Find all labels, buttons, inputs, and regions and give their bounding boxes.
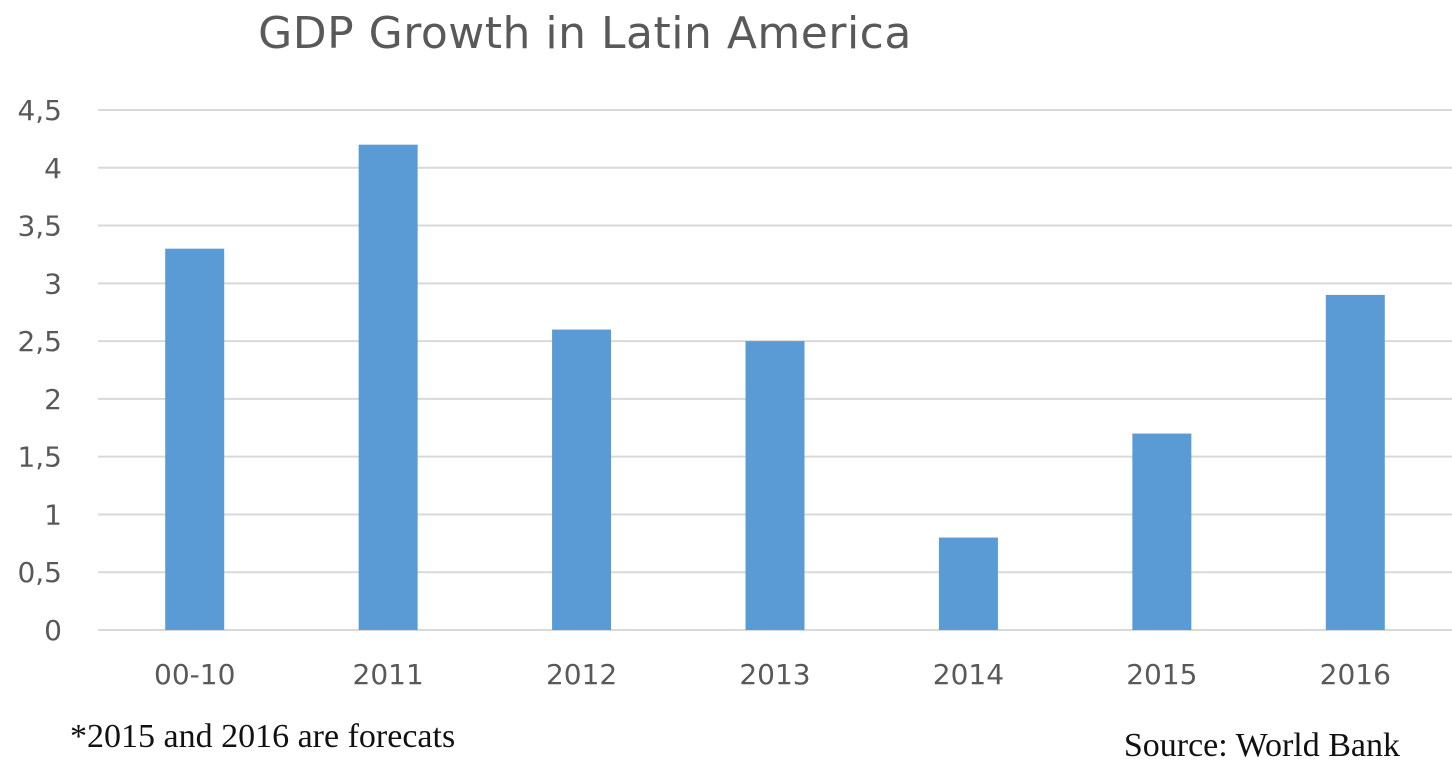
y-tick-label: 3,5 — [17, 210, 62, 243]
bar-2011 — [358, 144, 418, 630]
bars — [165, 144, 1385, 630]
y-tick-label: 3 — [44, 267, 62, 300]
x-tick-label: 2011 — [353, 658, 424, 691]
bar-2013 — [745, 341, 805, 630]
chart-title: GDP Growth in Latin America — [258, 8, 912, 59]
y-tick-label: 4,5 — [17, 94, 62, 127]
y-axis-tick-labels: 0 0,5 1 1,5 2 2,5 3 3,5 4 4,5 — [17, 94, 62, 647]
y-tick-label: 2,5 — [17, 325, 62, 358]
source-note: Source: World Bank — [1123, 727, 1400, 764]
bar-2016 — [1325, 294, 1385, 630]
y-tick-label: 1,5 — [17, 441, 62, 474]
y-tick-label: 0,5 — [17, 556, 62, 589]
y-tick-label: 0 — [44, 614, 62, 647]
bar-00-10 — [165, 248, 225, 630]
x-axis-tick-labels: 00-10 2011 2012 2013 2014 2015 2016 — [154, 658, 1391, 691]
x-tick-label: 2012 — [546, 658, 617, 691]
y-tick-label: 2 — [44, 383, 62, 416]
x-tick-label: 2015 — [1126, 658, 1197, 691]
y-tick-label: 4 — [44, 152, 62, 185]
bar-2012 — [552, 329, 612, 630]
x-tick-label: 2016 — [1320, 658, 1391, 691]
bar-2014 — [938, 537, 998, 630]
bar-2015 — [1132, 433, 1192, 630]
x-tick-label: 2013 — [739, 658, 810, 691]
x-tick-label: 00-10 — [154, 658, 235, 691]
y-tick-label: 1 — [44, 498, 62, 531]
x-tick-label: 2014 — [933, 658, 1004, 691]
forecast-footnote: *2015 and 2016 are forecats — [70, 718, 456, 755]
